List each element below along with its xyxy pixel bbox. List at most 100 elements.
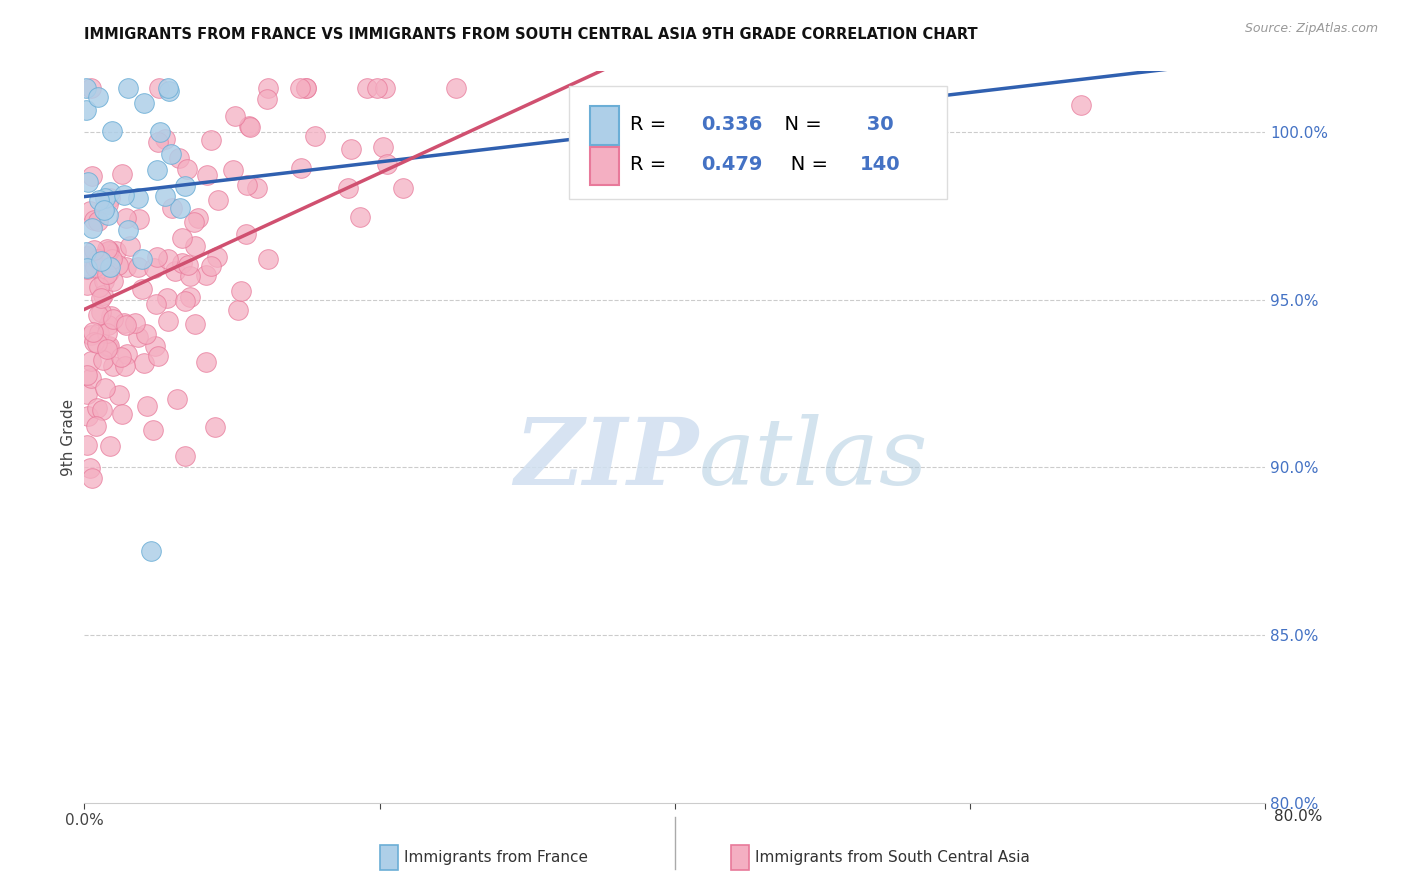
Text: R =: R = bbox=[630, 114, 672, 134]
Point bbox=[101, 359, 124, 373]
Point bbox=[96, 342, 118, 356]
Point bbox=[94, 252, 117, 267]
Point bbox=[174, 294, 197, 309]
Point bbox=[80, 221, 103, 235]
Point bbox=[183, 215, 205, 229]
Point bbox=[146, 162, 169, 177]
Text: N =: N = bbox=[772, 154, 834, 174]
Point bbox=[162, 201, 184, 215]
Point bbox=[337, 181, 360, 195]
Text: Source: ZipAtlas.com: Source: ZipAtlas.com bbox=[1244, 22, 1378, 36]
Point bbox=[120, 238, 142, 252]
Point bbox=[104, 244, 127, 258]
Point bbox=[114, 359, 136, 373]
Point bbox=[207, 193, 229, 207]
Point bbox=[98, 339, 121, 353]
Point bbox=[93, 288, 115, 302]
Point bbox=[98, 260, 121, 275]
Point bbox=[124, 316, 146, 330]
Point bbox=[166, 392, 188, 407]
Point bbox=[235, 178, 257, 192]
Point bbox=[87, 326, 110, 340]
Point bbox=[204, 420, 226, 434]
Point bbox=[96, 242, 118, 256]
Point bbox=[76, 387, 98, 401]
Point bbox=[228, 303, 250, 318]
Point bbox=[111, 167, 134, 181]
Point bbox=[239, 120, 262, 135]
Point bbox=[139, 544, 162, 558]
Point bbox=[97, 318, 120, 332]
Point bbox=[80, 354, 103, 368]
Point bbox=[165, 264, 187, 278]
Point bbox=[127, 330, 149, 344]
Point bbox=[97, 197, 120, 211]
Point bbox=[76, 278, 98, 293]
Point bbox=[98, 265, 121, 279]
Point bbox=[153, 189, 176, 203]
Point bbox=[146, 135, 169, 149]
Point bbox=[107, 258, 129, 272]
Point bbox=[131, 282, 153, 296]
Point bbox=[117, 223, 139, 237]
Point bbox=[156, 314, 179, 328]
Point bbox=[375, 157, 398, 171]
Point bbox=[257, 81, 280, 95]
Point bbox=[90, 291, 112, 305]
Point bbox=[160, 147, 183, 161]
Point bbox=[115, 211, 138, 225]
Point bbox=[229, 285, 252, 299]
Point bbox=[79, 461, 101, 475]
Point bbox=[356, 81, 378, 95]
Point bbox=[100, 310, 122, 324]
Point bbox=[200, 133, 222, 147]
Point bbox=[444, 81, 467, 95]
Point bbox=[340, 142, 363, 156]
Point bbox=[110, 350, 132, 364]
Point bbox=[83, 213, 105, 227]
Point bbox=[93, 203, 115, 218]
Point bbox=[132, 356, 155, 370]
Point bbox=[75, 103, 97, 117]
Point bbox=[86, 401, 108, 415]
Point bbox=[101, 252, 124, 266]
Point bbox=[83, 260, 105, 274]
Point bbox=[76, 262, 98, 277]
Point bbox=[101, 274, 124, 288]
Point bbox=[256, 252, 278, 266]
Point bbox=[132, 96, 155, 111]
Point bbox=[128, 212, 150, 227]
Point bbox=[149, 125, 172, 139]
Point bbox=[97, 208, 120, 222]
Point bbox=[83, 335, 105, 350]
Point bbox=[194, 268, 217, 282]
Point bbox=[373, 140, 395, 154]
Point bbox=[114, 260, 136, 274]
Text: 140: 140 bbox=[860, 154, 901, 174]
Point bbox=[91, 402, 114, 417]
Point bbox=[235, 227, 257, 242]
Point bbox=[127, 191, 149, 205]
Point bbox=[349, 210, 371, 224]
Point bbox=[112, 316, 135, 330]
Point bbox=[87, 280, 110, 294]
Point bbox=[98, 244, 121, 258]
Point bbox=[200, 259, 222, 273]
Point bbox=[157, 84, 180, 98]
Point bbox=[143, 339, 166, 353]
Point bbox=[174, 179, 197, 194]
Point bbox=[172, 256, 194, 270]
Point bbox=[76, 438, 98, 452]
Point bbox=[108, 388, 131, 402]
Point bbox=[98, 185, 121, 199]
Point bbox=[131, 252, 153, 267]
Point bbox=[76, 368, 98, 383]
Point bbox=[256, 92, 278, 106]
Point bbox=[87, 308, 110, 322]
Point bbox=[82, 325, 104, 339]
Point bbox=[179, 290, 201, 304]
Y-axis label: 9th Grade: 9th Grade bbox=[60, 399, 76, 475]
Bar bbox=[591, 146, 620, 185]
Point bbox=[112, 188, 135, 202]
Point bbox=[127, 260, 149, 274]
